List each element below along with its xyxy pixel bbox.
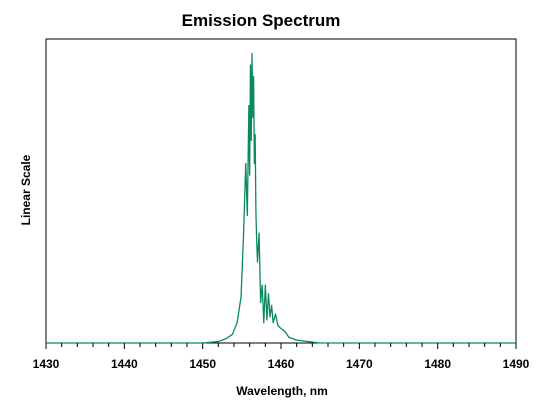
chart-title: Emission Spectrum xyxy=(182,11,341,30)
x-tick-label: 1490 xyxy=(503,357,530,371)
x-tick-label: 1440 xyxy=(111,357,138,371)
x-tick-label: 1450 xyxy=(189,357,216,371)
plot-area xyxy=(45,38,517,344)
x-tick-label: 1460 xyxy=(268,357,295,371)
x-tick-label: 1480 xyxy=(424,357,451,371)
x-axis-ticks xyxy=(45,343,517,349)
x-tick-label: 1430 xyxy=(33,357,60,371)
x-tick-label: 1470 xyxy=(346,357,373,371)
spectrum-series-line xyxy=(46,52,516,344)
x-axis-label: Wavelength, nm xyxy=(236,384,328,398)
y-axis-label: Linear Scale xyxy=(19,154,33,225)
x-axis-tick-labels: 1430 1440 1450 1460 1470 1480 1490 xyxy=(33,357,530,371)
